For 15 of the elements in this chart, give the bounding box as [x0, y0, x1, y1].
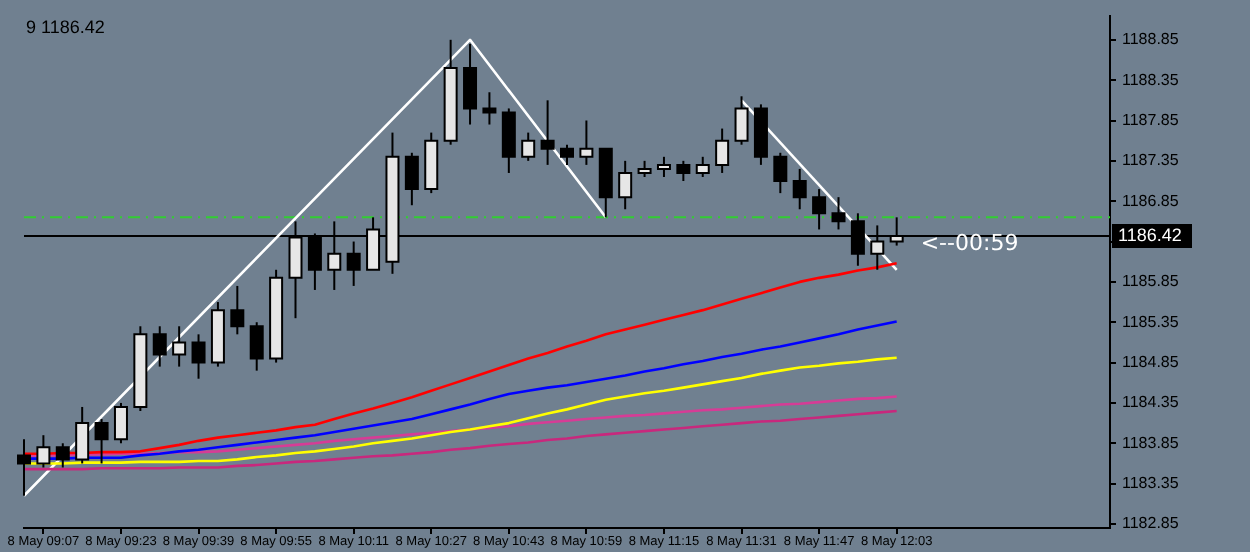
- y-tick-label: 1188.35: [1122, 70, 1180, 89]
- y-tick-label: 1188.85: [1122, 30, 1180, 49]
- y-tick-label: 1185.35: [1122, 312, 1180, 331]
- y-tick-label: 1182.85: [1122, 514, 1180, 533]
- annotation: <--00:59: [920, 229, 1019, 256]
- annotation: 9 1186.42: [26, 16, 105, 37]
- y-tick-label: 1185.85: [1122, 272, 1180, 291]
- y-tick-label: 1186.85: [1122, 191, 1180, 210]
- y-tick-label: 1184.35: [1122, 393, 1180, 412]
- ref-line-label: 1186.42: [1118, 224, 1182, 245]
- y-tick-label: 1183.35: [1122, 474, 1180, 493]
- y-tick-label: 1187.35: [1122, 151, 1180, 170]
- y-tick-label: 1183.85: [1122, 433, 1180, 452]
- y-tick-label: 1184.85: [1122, 352, 1180, 371]
- y-tick-label: 1187.85: [1122, 110, 1180, 129]
